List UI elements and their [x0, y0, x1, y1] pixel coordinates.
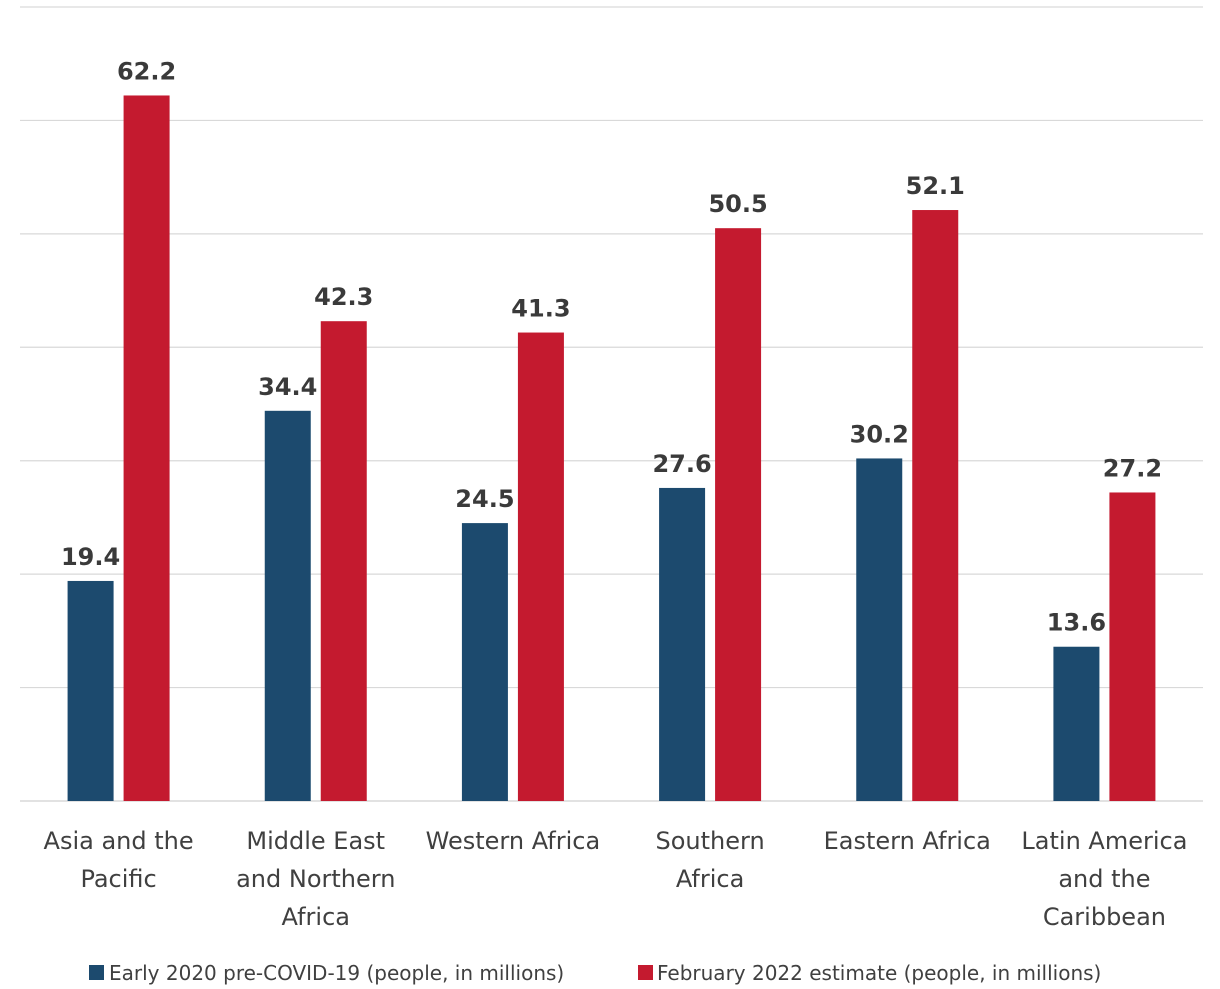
- legend-label-series-2: February 2022 estimate (people, in milli…: [657, 961, 1101, 985]
- category-label-6-line-2: and the: [1058, 865, 1150, 893]
- bar-series-2-cat-4: [715, 228, 762, 801]
- category-label-2-line-1: Middle East: [246, 827, 385, 855]
- data-label-series-1-cat-1: 19.4: [61, 543, 120, 571]
- data-label-series-2-cat-4: 50.5: [708, 190, 767, 218]
- bar-series-2-cat-3: [517, 332, 564, 801]
- bar-series-2-cat-2: [320, 321, 367, 801]
- category-label-4-line-2: Africa: [676, 865, 744, 893]
- bar-series-2-cat-1: [123, 95, 170, 801]
- category-label-5-line-1: Eastern Africa: [824, 827, 991, 855]
- category-label-2-line-3: Africa: [282, 903, 350, 931]
- category-label-1-line-2: Pacific: [80, 865, 156, 893]
- data-label-series-2-cat-1: 62.2: [117, 57, 176, 85]
- bar-series-1-cat-2: [264, 410, 311, 801]
- bar-series-2-cat-5: [912, 210, 959, 802]
- category-label-3-line-1: Western Africa: [426, 827, 601, 855]
- data-label-series-1-cat-6: 13.6: [1047, 609, 1106, 637]
- data-label-series-2-cat-2: 42.3: [314, 283, 373, 311]
- data-label-series-2-cat-5: 52.1: [906, 172, 965, 200]
- category-label-6-line-3: Caribbean: [1043, 903, 1166, 931]
- bar-series-1-cat-4: [659, 487, 706, 801]
- legend-swatch-series-1: [89, 965, 104, 980]
- bar-series-1-cat-1: [67, 580, 114, 801]
- bar-series-1-cat-3: [461, 523, 508, 801]
- legend-swatch-series-2: [638, 965, 653, 980]
- legend: Early 2020 pre-COVID-19 (people, in mill…: [89, 961, 1101, 985]
- gridlines: [20, 6, 1203, 802]
- legend-label-series-1: Early 2020 pre-COVID-19 (people, in mill…: [109, 961, 564, 985]
- category-label-1-line-1: Asia and the: [44, 827, 194, 855]
- data-label-series-2-cat-6: 27.2: [1103, 454, 1162, 482]
- data-label-series-1-cat-4: 27.6: [652, 450, 711, 478]
- category-label-2-line-2: and Northern: [236, 865, 395, 893]
- category-labels: Asia and the Pacific Middle East and Northe…: [44, 827, 1188, 931]
- bar-series-1-cat-5: [856, 458, 903, 801]
- value-labels: 19.4 62.2 34.4 42.3 24.5 41.3 27.6 50.5 30.2 52.1…: [61, 57, 1162, 636]
- bar-series-1-cat-6: [1053, 646, 1100, 801]
- category-label-4-line-1: Southern: [655, 827, 764, 855]
- data-label-series-2-cat-3: 41.3: [511, 295, 570, 323]
- data-label-series-1-cat-5: 30.2: [850, 420, 909, 448]
- category-label-6-line-1: Latin America: [1021, 827, 1187, 855]
- bars: [67, 95, 1156, 802]
- data-label-series-1-cat-2: 34.4: [258, 373, 317, 401]
- data-label-series-1-cat-3: 24.5: [455, 485, 514, 513]
- bar-series-2-cat-6: [1109, 492, 1156, 801]
